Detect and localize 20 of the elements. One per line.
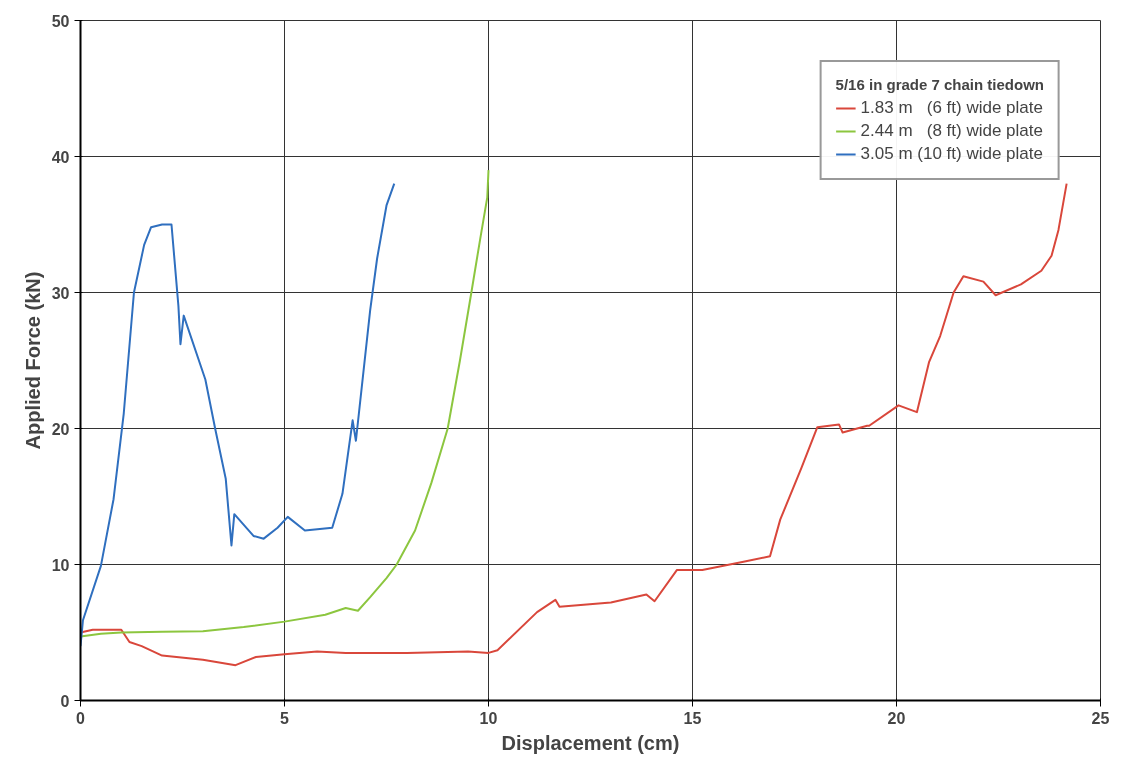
y-tick-label: 30 [51,284,70,302]
x-tick-label: 20 [887,709,906,727]
y-tick-label: 50 [51,12,70,30]
legend-label: 1.83 m (6 ft) wide plate [860,98,1043,118]
line-series [80,182,1068,667]
x-tick-label: 15 [683,709,702,727]
legend-title: 5/16 in grade 7 chain tiedown [835,76,1044,93]
y-tick-label: 10 [51,556,70,574]
y-axis-title: Applied Force (kN) [21,271,44,450]
line-series [80,169,490,638]
x-axis-title: Displacement (cm) [501,731,680,754]
legend-label: 2.44 m (8 ft) wide plate [860,121,1043,141]
y-tick-label: 40 [51,148,70,166]
x-tick-label: 25 [1091,709,1110,727]
y-tick-label: 0 [60,692,70,710]
x-tick-label: 5 [280,709,290,727]
x-tick-label: 10 [479,709,498,727]
legend-label: 3.05 m (10 ft) wide plate [860,144,1043,164]
x-tick-label: 0 [76,709,86,727]
y-tick-label: 20 [51,420,70,438]
